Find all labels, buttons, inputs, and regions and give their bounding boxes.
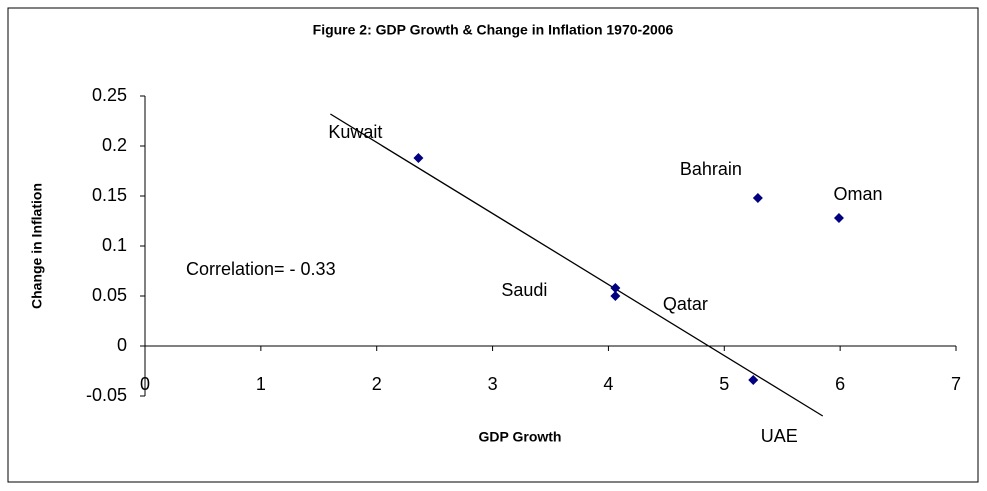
x-tick-label: 2 bbox=[372, 374, 382, 394]
point-label: Bahrain bbox=[680, 159, 742, 179]
point-label: Kuwait bbox=[328, 122, 382, 142]
point bbox=[610, 291, 621, 301]
y-tick-label: 0 bbox=[117, 335, 127, 355]
point-label: Qatar bbox=[663, 294, 708, 314]
x-tick-label: 5 bbox=[719, 374, 729, 394]
y-tick-label: 0.15 bbox=[92, 185, 127, 205]
y-axis-title: Change in Inflation bbox=[29, 183, 45, 309]
x-tick-label: 7 bbox=[951, 374, 961, 394]
point-label: Oman bbox=[833, 184, 882, 204]
point bbox=[752, 193, 763, 203]
chart-title: Figure 2: GDP Growth & Change in Inflati… bbox=[313, 22, 674, 38]
trendline bbox=[330, 113, 824, 417]
point bbox=[610, 283, 621, 293]
x-tick-label: 1 bbox=[256, 374, 266, 394]
chart-frame bbox=[7, 7, 979, 483]
y-tick-label: -0.05 bbox=[86, 385, 127, 405]
x-axis-title: GDP Growth bbox=[479, 429, 562, 445]
point bbox=[413, 153, 424, 163]
x-tick-label: 6 bbox=[835, 374, 845, 394]
x-tick-label: 3 bbox=[488, 374, 498, 394]
y-tick-label: 0.05 bbox=[92, 285, 127, 305]
annotation: Correlation= - 0.33 bbox=[186, 259, 336, 279]
x-tick-label: 0 bbox=[140, 374, 150, 394]
y-tick-label: 0.25 bbox=[92, 85, 127, 105]
point bbox=[748, 375, 759, 385]
x-tick-label: 4 bbox=[603, 374, 613, 394]
y-tick-label: 0.1 bbox=[102, 235, 127, 255]
y-tick-label: 0.2 bbox=[102, 135, 127, 155]
point-label: Saudi bbox=[501, 280, 547, 300]
point bbox=[833, 213, 844, 223]
point-label: UAE bbox=[761, 426, 798, 446]
